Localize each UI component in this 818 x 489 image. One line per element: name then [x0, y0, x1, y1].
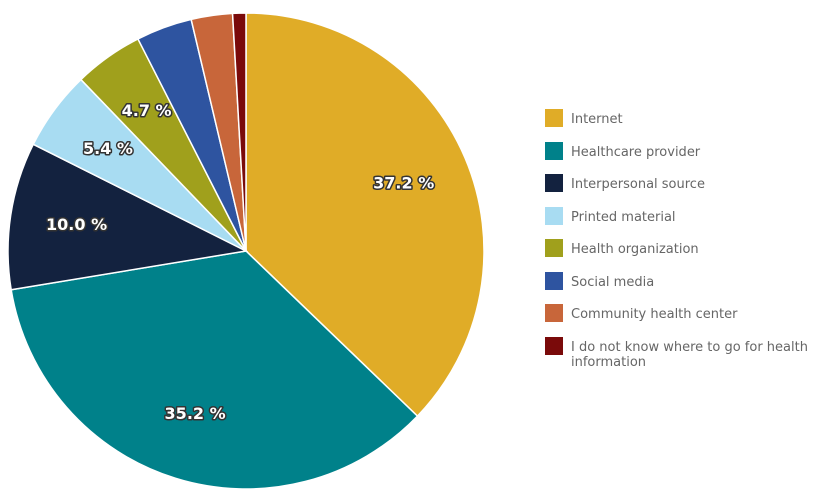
slice-label: 4.7 % — [122, 101, 172, 120]
legend-swatch — [545, 109, 563, 127]
pie-slice — [231, 12, 247, 252]
legend-item: I do not know where to go for health inf… — [545, 336, 815, 370]
legend-label: I do not know where to go for health inf… — [571, 339, 808, 370]
pie-slice — [7, 143, 249, 291]
legend-swatch — [545, 141, 563, 160]
legend-label: Printed material — [571, 209, 676, 225]
legend-swatch — [545, 206, 563, 225]
legend-swatch — [545, 239, 563, 257]
pie-slice — [245, 12, 485, 418]
legend-item: Interpersonal source — [545, 174, 815, 207]
slice-label: 37.2 % — [373, 173, 434, 192]
legend-item: Internet — [545, 109, 815, 142]
legend-label: Internet — [571, 112, 623, 127]
pie-slice — [10, 250, 419, 489]
legend-swatch — [545, 304, 563, 322]
legend-item: Healthcare provider — [545, 141, 815, 175]
legend-label: Healthcare provider — [571, 144, 701, 160]
legend-label: Health organization — [571, 242, 699, 257]
legend-label: Social media — [571, 274, 655, 290]
legend-item: Printed material — [545, 206, 815, 240]
legend-item: Social media — [545, 271, 815, 305]
legend-label: Community health center — [571, 307, 738, 322]
legend-item: Health organization — [545, 239, 815, 272]
legend-item: Community health center — [545, 304, 815, 337]
legend: Internet Healthcare provider Interpersonal… — [545, 109, 815, 370]
legend-swatch — [545, 174, 563, 192]
legend-swatch — [545, 271, 563, 290]
slice-label: 10.0 % — [46, 215, 107, 234]
slice-label: 35.2 % — [165, 404, 226, 423]
legend-swatch — [545, 336, 563, 355]
legend-label: Interpersonal source — [571, 177, 705, 192]
slice-label: 5.4 % — [83, 139, 133, 158]
